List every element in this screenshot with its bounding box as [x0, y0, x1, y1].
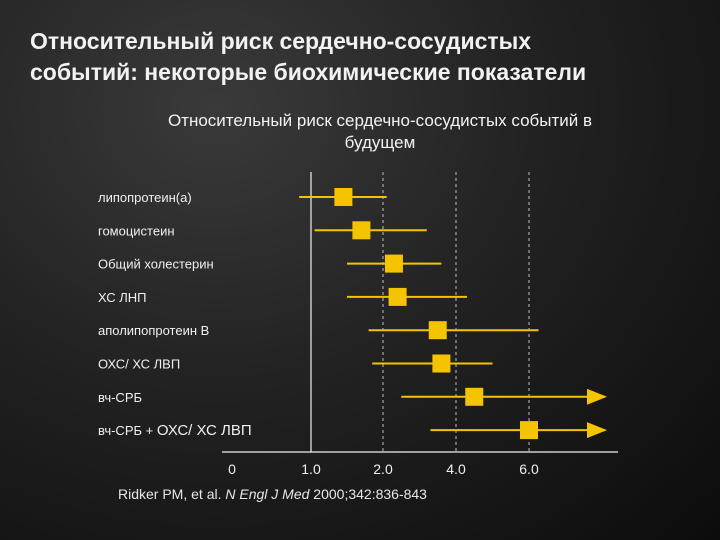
point-estimate	[520, 421, 538, 440]
x-tick-label: 4.0	[446, 461, 466, 477]
point-estimate	[334, 188, 353, 206]
point-estimate	[465, 387, 484, 406]
point-estimate	[352, 221, 371, 240]
chart-title-line1: Относительный риск сердечно-сосудистых с…	[167, 111, 593, 130]
chart-title: Относительный риск сердечно-сосудистых с…	[60, 110, 700, 154]
point-estimate	[428, 321, 447, 340]
chart-title-line2: будущем	[344, 133, 416, 152]
row-label: Общий холестерин	[98, 257, 214, 272]
point-estimate	[432, 354, 451, 373]
x-tick-label: 2.0	[373, 461, 393, 477]
x-tick-label: 1.0	[301, 461, 321, 477]
row-label-suffix: ОХС/ ХС ЛВП	[157, 422, 252, 439]
row-label: ХС ЛНП	[98, 290, 147, 305]
citation-details: 2000;342:836-843	[309, 486, 427, 502]
row-label: ОХС/ ХС ЛВП	[98, 357, 180, 372]
row-label: вч-СРБ	[98, 390, 142, 405]
x-tick-label: 6.0	[519, 461, 539, 477]
row-label: вч-СРБ + ОХС/ ХС ЛВП	[98, 422, 252, 439]
point-estimate	[388, 287, 407, 306]
row-label: гомоцистеин	[98, 223, 175, 238]
citation: Ridker PM, et al. N Engl J Med 2000;342:…	[118, 486, 427, 502]
slide-title-line2: событий: некоторые биохимические показат…	[30, 59, 587, 85]
slide-title: Относительный риск сердечно-сосудистых с…	[30, 26, 710, 88]
row-label: липопротеин(а)	[98, 190, 192, 205]
row-label: аполипопротеин В	[98, 323, 209, 338]
x-tick-label: 0	[228, 461, 236, 477]
point-estimate	[384, 254, 403, 273]
citation-journal: N Engl J Med	[225, 486, 310, 502]
citation-authors: Ridker PM, et al.	[118, 486, 226, 502]
slide-title-line1: Относительный риск сердечно-сосудистых	[30, 28, 532, 54]
